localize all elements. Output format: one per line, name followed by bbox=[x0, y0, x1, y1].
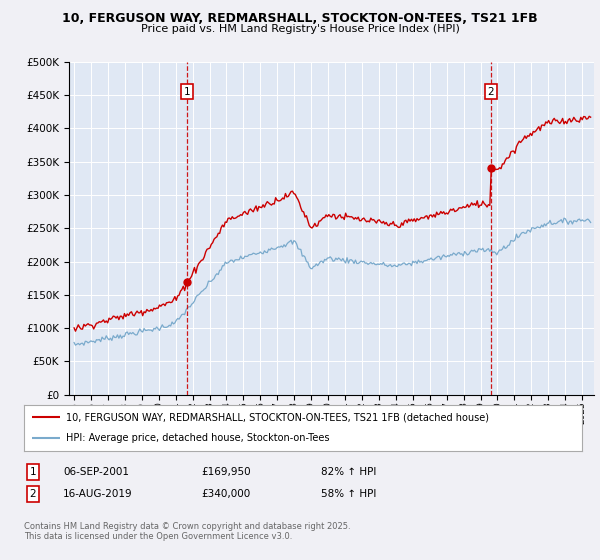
Text: Price paid vs. HM Land Registry's House Price Index (HPI): Price paid vs. HM Land Registry's House … bbox=[140, 24, 460, 34]
Text: 2: 2 bbox=[29, 489, 37, 499]
Text: 82% ↑ HPI: 82% ↑ HPI bbox=[321, 467, 376, 477]
Text: 10, FERGUSON WAY, REDMARSHALL, STOCKTON-ON-TEES, TS21 1FB (detached house): 10, FERGUSON WAY, REDMARSHALL, STOCKTON-… bbox=[66, 412, 489, 422]
Text: Contains HM Land Registry data © Crown copyright and database right 2025.
This d: Contains HM Land Registry data © Crown c… bbox=[24, 522, 350, 542]
Text: 1: 1 bbox=[184, 87, 191, 96]
Text: 10, FERGUSON WAY, REDMARSHALL, STOCKTON-ON-TEES, TS21 1FB: 10, FERGUSON WAY, REDMARSHALL, STOCKTON-… bbox=[62, 12, 538, 25]
Text: £340,000: £340,000 bbox=[201, 489, 250, 499]
Text: 2: 2 bbox=[488, 87, 494, 96]
Text: £169,950: £169,950 bbox=[201, 467, 251, 477]
Text: 1: 1 bbox=[29, 467, 37, 477]
Text: 16-AUG-2019: 16-AUG-2019 bbox=[63, 489, 133, 499]
Text: 06-SEP-2001: 06-SEP-2001 bbox=[63, 467, 129, 477]
Text: HPI: Average price, detached house, Stockton-on-Tees: HPI: Average price, detached house, Stoc… bbox=[66, 433, 329, 444]
Text: 58% ↑ HPI: 58% ↑ HPI bbox=[321, 489, 376, 499]
